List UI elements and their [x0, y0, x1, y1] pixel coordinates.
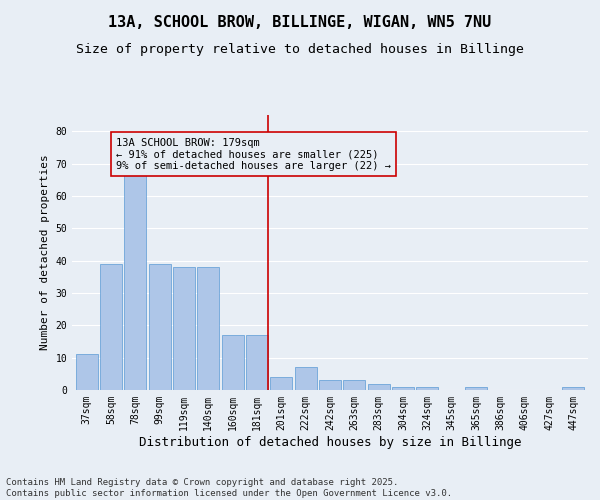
- Bar: [319, 380, 341, 390]
- Text: 13A, SCHOOL BROW, BILLINGE, WIGAN, WN5 7NU: 13A, SCHOOL BROW, BILLINGE, WIGAN, WN5 7…: [109, 15, 491, 30]
- Bar: [76, 354, 98, 390]
- Bar: [295, 368, 317, 390]
- Bar: [562, 387, 584, 390]
- Bar: [392, 387, 414, 390]
- Bar: [197, 267, 219, 390]
- Bar: [124, 170, 146, 390]
- Bar: [246, 335, 268, 390]
- Bar: [271, 377, 292, 390]
- Bar: [173, 267, 195, 390]
- Text: 13A SCHOOL BROW: 179sqm
← 91% of detached houses are smaller (225)
9% of semi-de: 13A SCHOOL BROW: 179sqm ← 91% of detache…: [116, 138, 391, 171]
- Bar: [149, 264, 170, 390]
- Bar: [368, 384, 389, 390]
- Text: Size of property relative to detached houses in Billinge: Size of property relative to detached ho…: [76, 42, 524, 56]
- Bar: [343, 380, 365, 390]
- X-axis label: Distribution of detached houses by size in Billinge: Distribution of detached houses by size …: [139, 436, 521, 448]
- Bar: [465, 387, 487, 390]
- Bar: [100, 264, 122, 390]
- Bar: [416, 387, 439, 390]
- Y-axis label: Number of detached properties: Number of detached properties: [40, 154, 50, 350]
- Text: Contains HM Land Registry data © Crown copyright and database right 2025.
Contai: Contains HM Land Registry data © Crown c…: [6, 478, 452, 498]
- Bar: [221, 335, 244, 390]
